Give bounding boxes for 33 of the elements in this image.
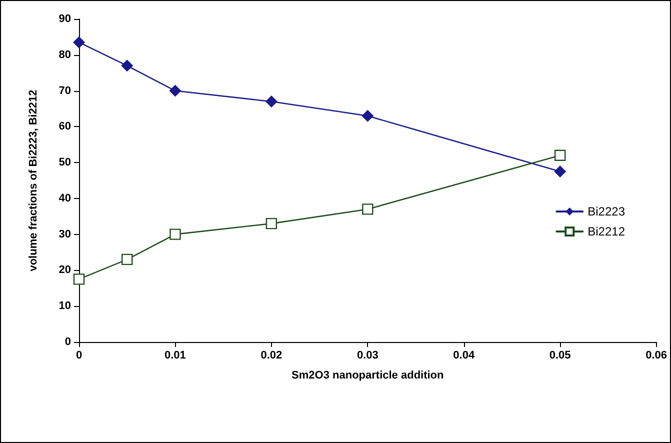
legend-label: Bi2212 bbox=[588, 224, 626, 238]
point bbox=[362, 110, 374, 122]
legend-label: Bi2223 bbox=[588, 204, 626, 218]
x-tick-label: 0.06 bbox=[646, 350, 668, 362]
y-tick-label: 0 bbox=[64, 336, 71, 348]
y-tick-label: 50 bbox=[58, 156, 71, 169]
point bbox=[265, 96, 278, 108]
point bbox=[169, 84, 182, 97]
point bbox=[122, 254, 133, 266]
x-tick-label: 0 bbox=[76, 350, 82, 362]
y-tick-label: 70 bbox=[58, 84, 71, 97]
point bbox=[170, 228, 181, 240]
y-tick-label: 90 bbox=[58, 13, 71, 25]
y-tick-label: 60 bbox=[58, 120, 71, 133]
y-axis-title: volume fractions of Bi2223, Bi2212 bbox=[28, 90, 40, 272]
x-tick-label: 0.04 bbox=[453, 350, 476, 362]
y-tick-label: 10 bbox=[58, 300, 71, 312]
point bbox=[554, 150, 566, 161]
point bbox=[554, 166, 566, 178]
x-tick-label: 0.02 bbox=[260, 350, 282, 362]
y-tick-label: 80 bbox=[58, 48, 71, 61]
x-axis-title: Sm2O3 nanoparticle addition bbox=[292, 370, 444, 382]
point bbox=[362, 204, 374, 215]
x-tick-label: 0.05 bbox=[549, 350, 571, 362]
y-tick-label: 30 bbox=[58, 228, 71, 240]
x-tick-label: 0.01 bbox=[164, 350, 186, 362]
x-tick-label: 0.03 bbox=[356, 350, 378, 362]
point bbox=[73, 36, 85, 48]
y-tick-label: 40 bbox=[58, 192, 71, 204]
y-tick-label: 20 bbox=[58, 264, 71, 276]
point bbox=[266, 218, 278, 230]
point bbox=[121, 60, 134, 72]
point bbox=[73, 274, 85, 285]
